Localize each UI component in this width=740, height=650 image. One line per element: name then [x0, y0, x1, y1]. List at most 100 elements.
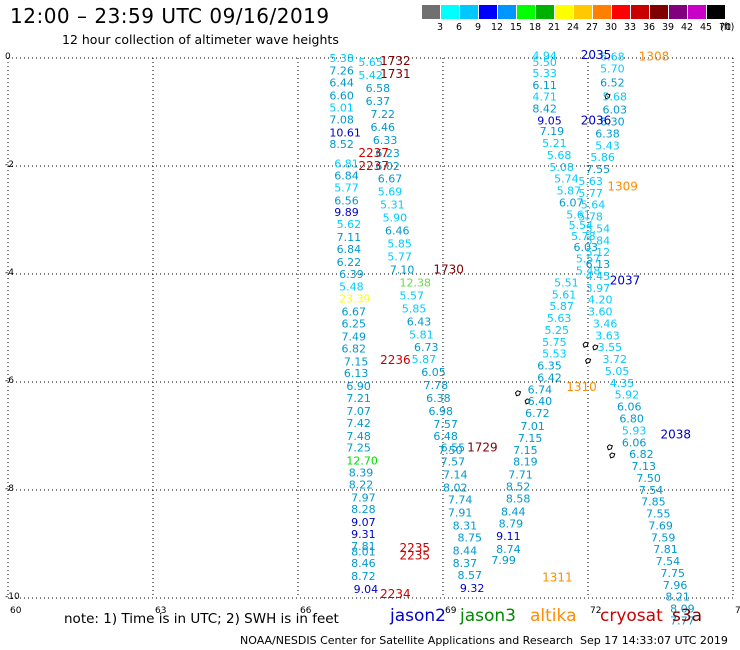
wave-height-value: 7.26	[329, 65, 354, 78]
colorbar-swatch	[460, 5, 478, 19]
wave-height-value: 7.15	[513, 444, 538, 457]
wave-height-value: 8.22	[349, 478, 374, 491]
island-outline	[606, 444, 613, 451]
wave-height-value: 8.72	[351, 570, 376, 583]
credit-text: NOAA/NESDIS Center for Satellite Applica…	[240, 634, 574, 647]
wave-height-value: 7.96	[663, 579, 688, 592]
wave-height-value: 6.82	[629, 448, 654, 461]
wave-height-value: 5.57	[400, 289, 425, 302]
wave-height-value: 5.48	[576, 265, 601, 278]
satellite-legend-cryosat: cryosat	[600, 606, 663, 626]
wave-height-value: 5.90	[383, 212, 408, 225]
wave-height-value: 6.05	[421, 366, 446, 379]
wave-height-value: 3.97	[586, 282, 611, 295]
wave-height-value: 7.48	[346, 430, 371, 443]
wave-height-value: 8.52	[506, 481, 531, 494]
wave-height-value: 7.15	[518, 432, 543, 445]
lat-tick-label: -10	[5, 592, 20, 602]
wave-height-value: 8.75	[458, 531, 483, 544]
wave-height-value: 7.25	[346, 442, 371, 455]
wave-height-value: 5.85	[387, 238, 412, 251]
wave-height-value: 7.10	[390, 263, 415, 276]
wave-height-value: 8.21	[665, 591, 690, 604]
wave-height-value: 7.19	[540, 125, 565, 138]
island-outline	[524, 398, 531, 405]
wave-height-value: 5.57	[576, 253, 601, 266]
wave-height-value: 6.81	[334, 158, 359, 171]
wave-height-value: 9.31	[351, 528, 376, 541]
wave-height-value: 5.50	[532, 56, 557, 69]
wave-height-value: 6.67	[378, 173, 403, 186]
colorbar-swatch	[631, 5, 649, 19]
wave-height-value: 6.37	[366, 95, 391, 108]
colorbar-swatch	[612, 5, 630, 19]
island-outline	[582, 341, 589, 348]
colorbar-swatch	[669, 5, 687, 19]
wave-height-value: 6.73	[414, 341, 439, 354]
wave-height-value: 3.60	[588, 306, 613, 319]
pass-time-label: 1729	[467, 441, 498, 455]
wave-height-value: 3.55	[598, 341, 623, 354]
wave-height-value: 5.51	[554, 276, 579, 289]
wave-height-value: 7.97	[351, 491, 376, 504]
wave-height-value: 8.09	[670, 603, 695, 616]
pass-time-label: 2236	[380, 353, 411, 367]
colorbar-swatch	[479, 5, 497, 19]
wave-height-value: 7.01	[520, 420, 545, 433]
wave-height-value: 5.70	[600, 63, 625, 76]
wave-height-value: 8.19	[513, 456, 538, 469]
wave-height-value: 3.72	[603, 353, 628, 366]
wave-height-value: 12.38	[400, 276, 432, 289]
pass-time-label: 2035	[581, 48, 612, 62]
wave-height-value: 7.69	[648, 519, 673, 532]
wave-height-value: 5.01	[329, 101, 354, 114]
pass-time-label: 1311	[542, 570, 573, 584]
lon-tick-label: 66	[300, 606, 312, 616]
wave-height-value: 6.33	[373, 134, 398, 147]
wave-height-value: 6.60	[329, 90, 354, 103]
wave-height-value: 5.64	[581, 199, 606, 212]
wave-height-value: 5.42	[358, 69, 383, 82]
wave-height-value: 5.53	[542, 348, 567, 361]
colorbar-swatch	[707, 5, 725, 19]
island-outline	[592, 344, 599, 351]
wave-height-value: 7.74	[448, 494, 473, 507]
wave-height-value: 5.87	[412, 353, 437, 366]
wave-height-value: 5.61	[552, 288, 577, 301]
pass-time-label: 2235	[400, 549, 431, 563]
colorbar-swatch	[536, 5, 554, 19]
pass-time-label: 2038	[661, 428, 692, 442]
page-title: 12:00 – 23:59 UTC 09/16/2019	[10, 4, 330, 28]
wave-height-value: 7.78	[424, 379, 449, 392]
wave-height-value: 8.31	[453, 519, 478, 532]
wave-height-value: 7.57	[433, 418, 458, 431]
lat-tick-label: -2	[5, 160, 14, 170]
wave-height-value: 8.01	[351, 545, 376, 558]
colorbar-label: 45	[700, 22, 713, 33]
wave-height-value: 6.43	[407, 315, 432, 328]
satellite-legend-altika: altika	[530, 606, 577, 626]
wave-height-value: 5.87	[557, 185, 582, 198]
wave-height-value: 7.71	[508, 469, 533, 482]
satellite-legend-jason3: jason3	[460, 606, 516, 626]
wave-height-value: 7.21	[346, 392, 371, 405]
wave-height-value: 9.11	[496, 530, 520, 543]
wave-height-value: 7.50	[438, 444, 463, 457]
wave-height-value: 5.63	[578, 175, 603, 188]
wave-height-value: 4.35	[610, 377, 635, 390]
colorbar-label: 36	[643, 22, 656, 33]
wave-height-value: 3.46	[593, 317, 618, 330]
wave-height-value: 9.89	[334, 206, 359, 219]
pass-time-label: 2237	[358, 159, 389, 173]
colorbar-label: 15	[510, 22, 523, 33]
wave-height-value: 8.52	[329, 138, 354, 151]
lon-tick-label: 60	[10, 606, 22, 616]
footer-note: note: 1) Time is in UTC; 2) SWH is in fe…	[64, 611, 339, 627]
pass-time-label: 2036	[581, 113, 612, 127]
wave-height-value: 3.63	[595, 329, 620, 342]
wave-height-value: 7.07	[346, 405, 371, 418]
wave-height-value: 5.08	[549, 161, 574, 174]
lat-tick-label: -8	[5, 484, 14, 494]
colorbar-swatch	[422, 5, 440, 19]
